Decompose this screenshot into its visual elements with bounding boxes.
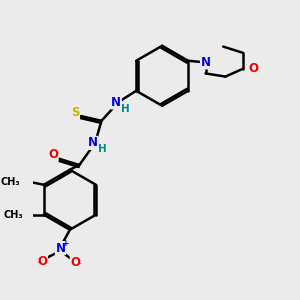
Text: O: O bbox=[249, 62, 259, 75]
Text: O: O bbox=[38, 255, 47, 268]
Text: O: O bbox=[70, 256, 80, 269]
Text: N: N bbox=[111, 96, 121, 109]
Text: N: N bbox=[56, 242, 65, 255]
Text: +: + bbox=[62, 239, 70, 248]
Text: H: H bbox=[98, 144, 106, 154]
Text: N: N bbox=[200, 56, 211, 69]
Text: N: N bbox=[88, 136, 98, 149]
Text: CH₃: CH₃ bbox=[4, 210, 23, 220]
Text: H: H bbox=[122, 104, 130, 114]
Text: ⁻: ⁻ bbox=[37, 260, 42, 270]
Text: ⁻: ⁻ bbox=[76, 261, 82, 271]
Text: O: O bbox=[48, 148, 58, 161]
Text: S: S bbox=[71, 106, 80, 119]
Text: CH₃: CH₃ bbox=[1, 177, 20, 187]
